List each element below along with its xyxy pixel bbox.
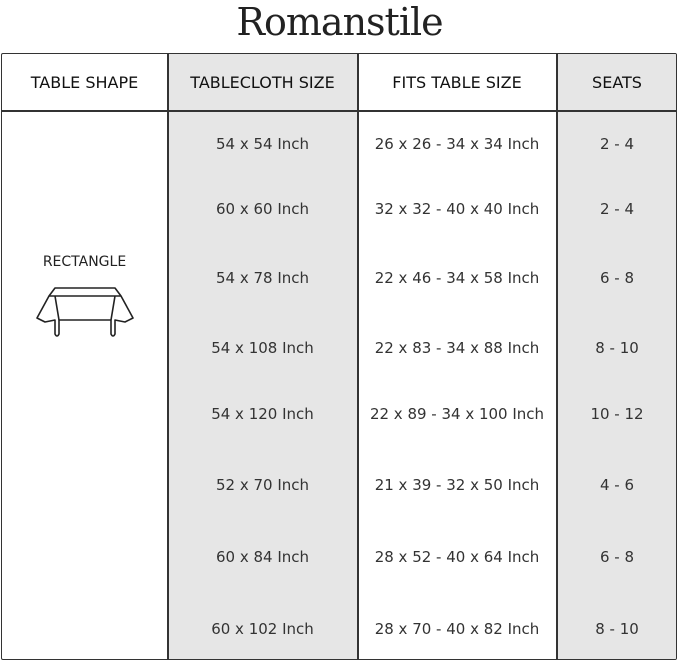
seats-cell: 8 - 10 (595, 620, 639, 638)
fits-table-size-cell: 26 x 26 - 34 x 34 Inch (374, 135, 540, 153)
size-chart-table: TABLE SHAPE TABLECLOTH SIZE FITS TABLE S… (1, 53, 677, 660)
seats-cell: 4 - 6 (599, 476, 635, 494)
seats-cell: 6 - 8 (599, 269, 635, 287)
fits-table-size-cell: 22 x 46 - 34 x 58 Inch (374, 269, 540, 287)
fits-table-size-cell: 28 x 52 - 40 x 64 Inch (374, 548, 540, 566)
seats-cell: 10 - 12 (590, 405, 644, 423)
tablecloth-size-cell: 60 x 102 Inch (211, 620, 314, 638)
fits-table-size-cell: 22 x 83 - 34 x 88 Inch (374, 339, 540, 357)
header-fits-table-size: FITS TABLE SIZE (392, 72, 522, 92)
fits-table-size-cell: 22 x 89 - 34 x 100 Inch (369, 405, 545, 423)
header-tablecloth-size: TABLECLOTH SIZE (190, 72, 335, 92)
seats-column (556, 54, 676, 659)
header-divider (2, 110, 676, 112)
tablecloth-size-cell: 52 x 70 Inch (215, 476, 310, 494)
divider (357, 54, 359, 659)
divider (556, 54, 558, 659)
seats-cell: 8 - 10 (595, 339, 639, 357)
divider (167, 54, 169, 659)
tablecloth-size-cell: 60 x 84 Inch (215, 548, 310, 566)
shape-label: RECTANGLE (42, 254, 127, 270)
brand-logo: Romanstile (236, 0, 443, 44)
fits-table-size-cell: 32 x 32 - 40 x 40 Inch (374, 200, 540, 218)
fits-table-size-cell: 21 x 39 - 32 x 50 Inch (374, 476, 540, 494)
header-seats: SEATS (592, 72, 642, 92)
tablecloth-size-cell: 54 x 108 Inch (211, 339, 314, 357)
rectangle-table-icon (35, 287, 134, 337)
tablecloth-size-cell: 54 x 78 Inch (215, 269, 310, 287)
table-shape-cell: RECTANGLE (2, 254, 167, 342)
seats-cell: 2 - 4 (599, 135, 635, 153)
seats-cell: 2 - 4 (599, 200, 635, 218)
tablecloth-size-column (167, 54, 357, 659)
tablecloth-size-cell: 54 x 54 Inch (215, 135, 310, 153)
tablecloth-size-cell: 60 x 60 Inch (215, 200, 310, 218)
tablecloth-size-cell: 54 x 120 Inch (211, 405, 314, 423)
fits-table-size-cell: 28 x 70 - 40 x 82 Inch (374, 620, 540, 638)
seats-cell: 6 - 8 (599, 548, 635, 566)
header-table-shape: TABLE SHAPE (30, 72, 139, 92)
